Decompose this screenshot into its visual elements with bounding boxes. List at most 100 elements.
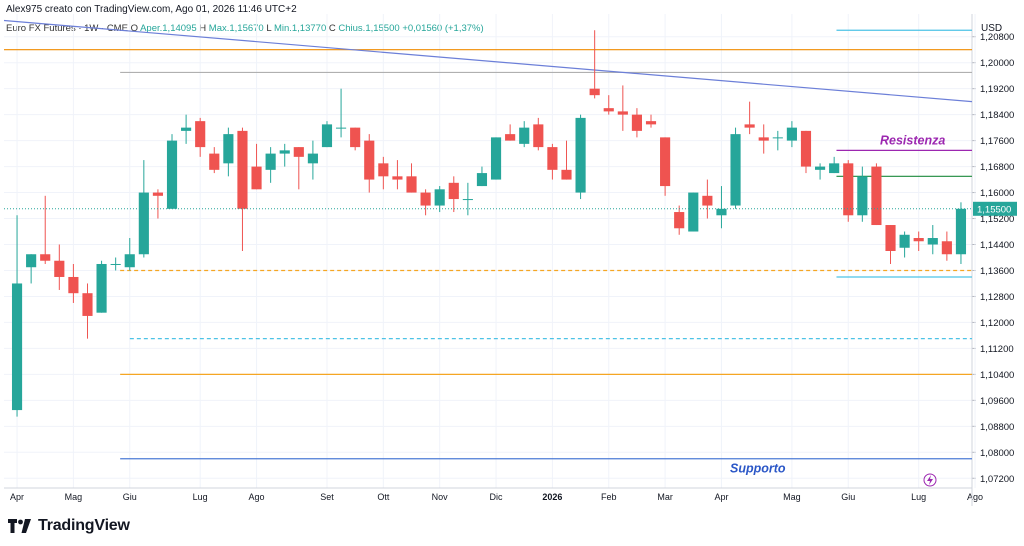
price-tick-label: 1,12000: [980, 318, 1014, 329]
price-tick-label: 1,16800: [980, 162, 1014, 173]
candle-body: [463, 199, 473, 200]
price-tick-label: 1,19200: [980, 84, 1014, 95]
candle-body: [787, 128, 797, 141]
candle-body: [26, 254, 36, 267]
candle-body: [68, 277, 78, 293]
candle-body: [914, 238, 924, 241]
support-annotation: Supporto: [730, 462, 786, 476]
candle-body: [153, 193, 163, 196]
candle-body: [561, 170, 571, 180]
candle-body: [336, 128, 346, 129]
candle-body: [815, 167, 825, 170]
candle-body: [125, 254, 135, 267]
tradingview-logo-icon: [8, 519, 32, 533]
candle-body: [139, 193, 149, 255]
time-tick-label: Ago: [967, 492, 983, 502]
candle-body: [956, 209, 966, 254]
time-tick-label: Apr: [714, 492, 728, 502]
candle-body: [322, 124, 332, 147]
candle-body: [688, 193, 698, 232]
time-tick-label: 2026: [542, 492, 562, 502]
candle-body: [237, 131, 247, 209]
candle-body: [421, 193, 431, 206]
candle-body: [378, 163, 388, 176]
candle-body: [40, 254, 50, 260]
time-tick-label: Nov: [432, 492, 449, 502]
price-tick-label: 1,07200: [980, 474, 1014, 485]
lightning-icon-glyph: [927, 475, 933, 485]
candle-body: [251, 167, 261, 190]
candle-body: [857, 176, 867, 215]
candle-body: [547, 147, 557, 170]
candle-body: [660, 137, 670, 186]
candle-body: [519, 128, 529, 144]
candle-body: [900, 235, 910, 248]
candle-body: [491, 137, 501, 179]
candle-body: [730, 134, 740, 205]
tradingview-logo-text: TradingView: [38, 517, 130, 535]
time-tick-label: Ott: [377, 492, 390, 502]
candle-body: [928, 238, 938, 244]
candle-body: [350, 128, 360, 147]
time-tick-label: Mag: [65, 492, 83, 502]
trendline: [4, 20, 972, 101]
price-tick-label: 1,14400: [980, 240, 1014, 251]
candle-body: [590, 89, 600, 95]
candle-body: [942, 241, 952, 254]
price-tick-label: 1,10400: [980, 370, 1014, 381]
candle-body: [801, 131, 811, 167]
candle-body: [702, 196, 712, 206]
candle-body: [364, 141, 374, 180]
price-tick-label: 1,08000: [980, 448, 1014, 459]
candle-body: [871, 167, 881, 225]
price-tick-label: 1,09600: [980, 396, 1014, 407]
candle-body: [759, 137, 769, 140]
price-tick-label: 1,20000: [980, 58, 1014, 69]
price-tick-label: 1,11200: [980, 344, 1014, 355]
candlestick-chart[interactable]: 1,20800 1,20000 1,19200 1,18400 1,17600 1,168…: [0, 0, 1024, 510]
candle-body: [449, 183, 459, 199]
candle-body: [435, 189, 445, 205]
time-tick-label: Apr: [10, 492, 24, 502]
candle-body: [195, 121, 205, 147]
last-price-label: 1,15500: [977, 204, 1011, 215]
price-tick-label: 1,08800: [980, 422, 1014, 433]
candle-body: [54, 261, 64, 277]
candle-body: [646, 121, 656, 124]
candle-body: [209, 154, 219, 170]
price-tick-label: 1,17600: [980, 136, 1014, 147]
time-tick-label: Mag: [783, 492, 801, 502]
candle-body: [82, 293, 92, 316]
candle-body: [477, 173, 487, 186]
candle-body: [111, 264, 121, 265]
candle-body: [308, 154, 318, 164]
candle-body: [167, 141, 177, 209]
price-tick-label: 1,20800: [980, 32, 1014, 43]
time-tick-label: Feb: [601, 492, 617, 502]
tradingview-logo[interactable]: TradingView: [8, 517, 130, 535]
time-tick-label: Dic: [490, 492, 503, 502]
price-tick-label: 1,13600: [980, 266, 1014, 277]
time-tick-label: Set: [320, 492, 334, 502]
candle-body: [843, 163, 853, 215]
candle-body: [223, 134, 233, 163]
price-tick-label: 1,12800: [980, 292, 1014, 303]
candle-body: [885, 225, 895, 251]
price-tick-label: 1,16000: [980, 188, 1014, 199]
candle-body: [280, 150, 290, 153]
resistance-annotation: Resistenza: [880, 134, 945, 148]
candle-body: [533, 124, 543, 147]
candle-body: [266, 154, 276, 170]
candle-body: [406, 176, 416, 192]
candle-body: [604, 108, 614, 111]
time-tick-label: Giu: [841, 492, 855, 502]
candle-body: [745, 124, 755, 127]
candle-body: [392, 176, 402, 179]
time-tick-label: Lug: [193, 492, 208, 502]
candle-body: [576, 118, 586, 193]
candle-body: [505, 134, 515, 140]
candle-body: [716, 209, 726, 215]
candle-body: [618, 111, 628, 114]
time-tick-label: Giu: [123, 492, 137, 502]
time-tick-label: Mar: [657, 492, 673, 502]
